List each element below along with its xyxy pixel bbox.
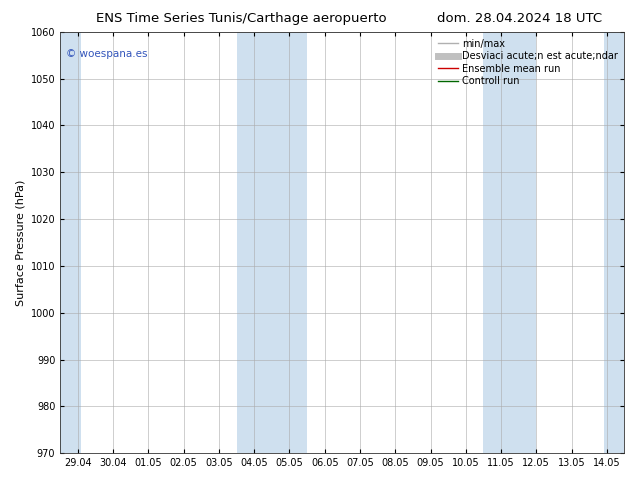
Bar bbox=[604, 32, 624, 453]
Text: dom. 28.04.2024 18 UTC: dom. 28.04.2024 18 UTC bbox=[437, 12, 602, 25]
Bar bbox=[483, 32, 536, 453]
Bar bbox=[236, 32, 307, 453]
Bar bbox=[60, 32, 81, 453]
Text: ENS Time Series Tunis/Carthage aeropuerto: ENS Time Series Tunis/Carthage aeropuert… bbox=[96, 12, 386, 25]
Legend: min/max, Desviaci acute;n est acute;ndar, Ensemble mean run, Controll run: min/max, Desviaci acute;n est acute;ndar… bbox=[437, 37, 619, 88]
Text: © woespana.es: © woespana.es bbox=[66, 49, 147, 59]
Y-axis label: Surface Pressure (hPa): Surface Pressure (hPa) bbox=[15, 179, 25, 306]
